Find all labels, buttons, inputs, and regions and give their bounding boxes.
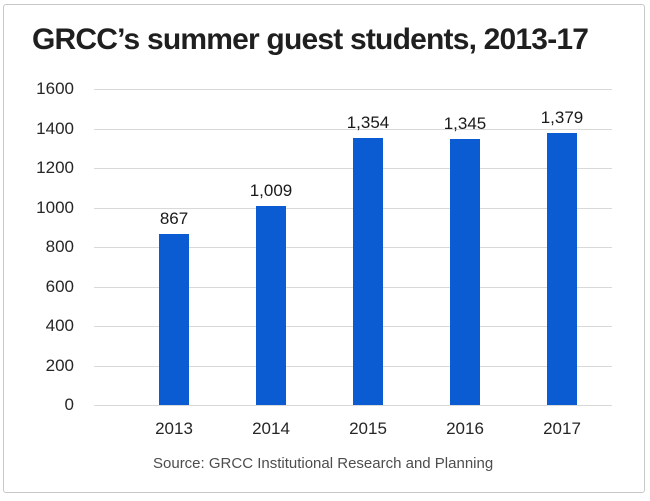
y-tick-label: 600 <box>45 276 74 296</box>
bar-2015 <box>353 137 383 405</box>
y-tick-label: 0 <box>64 395 74 414</box>
bar-value-label: 1,345 <box>443 114 487 134</box>
bar-2014 <box>256 205 286 405</box>
chart-title: GRCC’s summer guest students, 2013-17 <box>32 23 589 56</box>
y-tick-label: 1000 <box>36 197 74 217</box>
plot-area: 867 1,009 1,354 1,345 1,379 <box>94 89 612 406</box>
gridline <box>94 128 612 130</box>
bar-value-label: 1,009 <box>249 180 293 200</box>
bar-2016 <box>450 139 480 405</box>
bar-2013 <box>159 233 189 405</box>
y-tick-label: 400 <box>45 316 74 335</box>
x-tick-label: 2016 <box>446 419 484 438</box>
x-tick-label: 2013 <box>155 419 193 438</box>
y-tick-label: 1200 <box>36 158 74 177</box>
source-note: Source: GRCC Institutional Research and … <box>153 455 494 472</box>
y-tick-label: 1600 <box>36 79 74 98</box>
y-tick-label: 1400 <box>36 118 74 138</box>
y-tick-label: 800 <box>45 237 74 256</box>
gridline <box>94 405 612 406</box>
x-tick-label: 2015 <box>349 419 387 438</box>
gridline <box>94 89 612 90</box>
x-tick-label: 2017 <box>543 419 581 438</box>
bar-value-label: 1,379 <box>540 107 584 127</box>
bar-2017 <box>547 132 577 405</box>
x-tick-label: 2014 <box>252 419 290 438</box>
bar-value-label: 867 <box>159 208 189 228</box>
card-border <box>3 4 645 493</box>
bar-value-label: 1,354 <box>346 112 390 132</box>
y-tick-label: 200 <box>45 355 74 375</box>
